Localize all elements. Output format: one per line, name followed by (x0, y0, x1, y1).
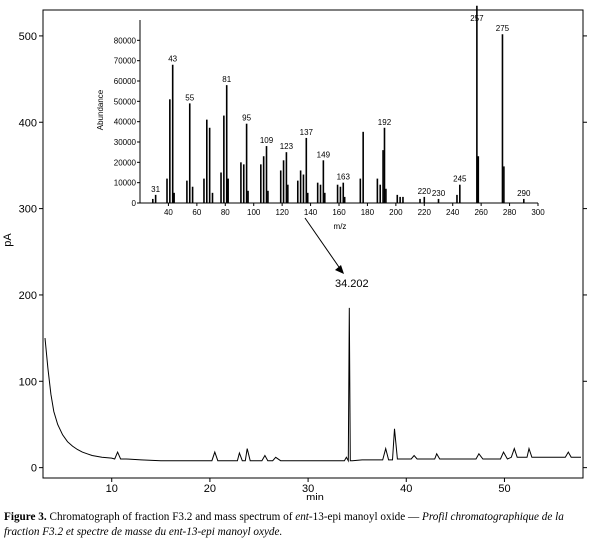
mass-spectrum-x-tick-label: 60 (192, 208, 201, 217)
chromatogram-x-tick-label: 10 (106, 483, 118, 495)
chromatogram-y-tick-label: 200 (19, 290, 37, 302)
mass-spectrum-peak-label: 123 (280, 142, 294, 151)
caption-text-compound: -13-epi manoyl oxide — (308, 511, 423, 523)
mass-spectrum-y-tick-label: 70000 (114, 57, 137, 66)
mass-spectrum-x-tick-label: 120 (275, 208, 289, 217)
mass-spectrum-y-tick-label: 40000 (114, 118, 137, 127)
mass-spectrum-x-tick-label: 40 (164, 208, 173, 217)
chromatogram-trace (44, 307, 581, 463)
mass-spectrum-x-tick-label: 80 (221, 208, 230, 217)
mass-spectrum-peak-label: 192 (378, 118, 392, 127)
caption-text-french: Profil chromatographique de la fraction … (4, 511, 564, 538)
chromatogram-x-tick-label: 50 (498, 483, 510, 495)
mass-spectrum-x-tick-label: 100 (247, 208, 261, 217)
mass-spectrum-x-tick-label: 280 (503, 208, 517, 217)
chromatogram-y-tick-label: 100 (19, 376, 37, 388)
chromatogram-y-tick-label: 500 (19, 31, 37, 43)
mass-spectrum-peak-label: 31 (151, 185, 160, 194)
mass-spectrum-x-tick-label: 160 (332, 208, 346, 217)
mass-spectrum-peak-label: 290 (517, 189, 531, 198)
mass-spectrum-peak-label: 43 (168, 55, 177, 64)
mass-spectrum-x-tick-label: 220 (418, 208, 432, 217)
mass-spectrum-y-axis-label: Abundance (96, 89, 105, 130)
peak-annotation-label: 34.202 (335, 278, 369, 290)
mass-spectrum-y-tick-label: 80000 (114, 36, 137, 45)
mass-spectrum-peak-label: 55 (185, 93, 194, 102)
mass-spectrum-y-tick-label: 0 (132, 199, 137, 208)
mass-spectrum-peak-label: 220 (418, 187, 432, 196)
mass-spectrum-chart: Abundance m/z 0 10000 20000 30000 40000 50000… (96, 5, 545, 231)
caption-text-english: Chromatograph of fraction F3.2 and mass … (46, 511, 296, 523)
mass-spectrum-peak-label: 137 (300, 128, 314, 137)
mass-spectrum-peak-label: 95 (242, 114, 251, 123)
mass-spectrum-y-tick-label: 50000 (114, 97, 137, 106)
mass-spectrum-x-tick-label: 200 (389, 208, 403, 217)
mass-spectrum-x-tick-label: 240 (446, 208, 460, 217)
mass-spectrum-x-tick-label: 300 (531, 208, 545, 217)
mass-spectrum-peak-label: 245 (453, 175, 467, 184)
chromatogram-x-axis-label: min (306, 492, 324, 500)
mass-spectrum-peak-label: 257 (470, 14, 484, 23)
callout-arrow-head (335, 265, 344, 274)
mass-spectrum-peak-label: 81 (222, 75, 231, 84)
chromatogram-x-tick-label: 30 (302, 483, 314, 495)
chromatogram-y-axis-label: pA (2, 233, 14, 247)
mass-spectrum-peak-label: 163 (337, 173, 351, 182)
mass-spectrum-peak-label: 109 (260, 136, 274, 145)
chromatogram-y-tick-label: 300 (19, 204, 37, 216)
chromatogram-x-tick-label: 20 (204, 483, 216, 495)
mass-spectrum-x-tick-label: 140 (304, 208, 318, 217)
mass-spectrum-y-tick-label: 30000 (114, 138, 137, 147)
chromatogram-y-tick-label: 0 (31, 463, 37, 475)
mass-spectrum-peak-label: 275 (496, 24, 510, 33)
caption-italic-ent: ent (295, 511, 309, 523)
mass-spectrum-x-tick-label: 180 (361, 208, 375, 217)
mass-spectrum-y-tick-label: 10000 (114, 179, 137, 188)
chromatogram-plot-frame (42, 9, 584, 479)
mass-spectrum-y-tick-label: 20000 (114, 158, 137, 167)
mass-spectrum-peak-label: 230 (432, 189, 446, 198)
mass-spectrum-peak-label: 149 (317, 150, 331, 159)
caption-label: Figure 3. (4, 511, 47, 523)
mass-spectrum-y-tick-label: 60000 (114, 77, 137, 86)
callout-arrow-line (304, 217, 342, 271)
figure-caption: Figure 3. Chromatograph of fraction F3.2… (4, 510, 598, 540)
mass-spectrum-x-axis-label: m/z (334, 222, 347, 231)
chromatogram-x-tick-label: 40 (400, 483, 412, 495)
mass-spectrum-x-tick-label: 260 (474, 208, 488, 217)
chromatogram-y-tick-label: 400 (19, 117, 37, 129)
